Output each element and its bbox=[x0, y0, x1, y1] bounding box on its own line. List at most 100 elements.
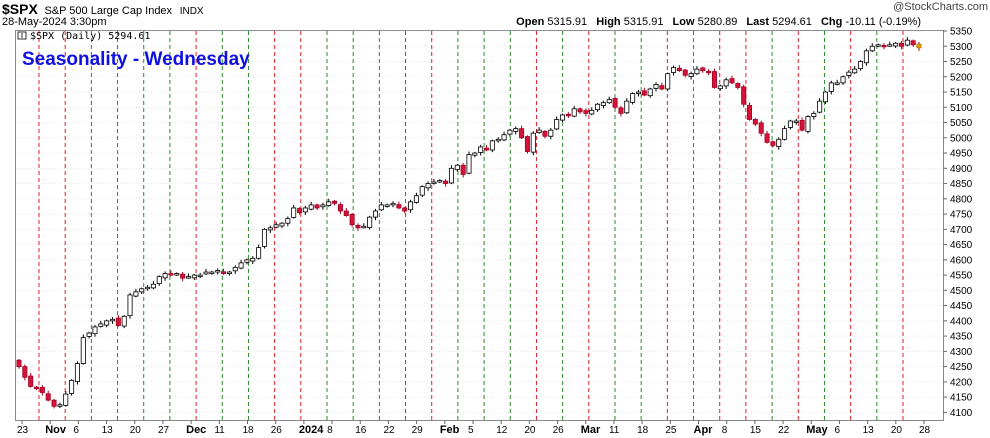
candle-body bbox=[618, 107, 624, 114]
candle-body bbox=[326, 201, 332, 206]
y-tick-label: 5300 bbox=[950, 42, 973, 53]
y-tick-label: 4300 bbox=[950, 347, 973, 358]
candle-body bbox=[261, 228, 267, 247]
candle-body bbox=[536, 129, 542, 133]
x-tick-label: 25 bbox=[665, 425, 677, 436]
candle-body bbox=[875, 44, 881, 47]
candle-body bbox=[595, 103, 601, 111]
candle-body bbox=[104, 320, 110, 326]
x-tick-label: 22 bbox=[778, 425, 790, 436]
candle-body bbox=[215, 270, 221, 273]
y-tick-label: 5250 bbox=[950, 57, 973, 68]
y-tick-label: 4100 bbox=[950, 408, 973, 419]
candle-body bbox=[384, 204, 390, 207]
candle-body bbox=[770, 141, 776, 146]
y-tick-label: 4850 bbox=[950, 179, 973, 190]
x-tick-label: Nov bbox=[45, 424, 67, 436]
y-tick-label: 5200 bbox=[950, 72, 973, 83]
candle-body bbox=[852, 68, 858, 74]
x-tick-label: Mar bbox=[581, 424, 601, 436]
candle-body bbox=[565, 113, 571, 117]
y-tick-label: 4650 bbox=[950, 240, 973, 251]
candle-body bbox=[367, 216, 373, 228]
candle-body bbox=[822, 91, 828, 103]
x-tick-label: 23 bbox=[17, 425, 29, 436]
candle-body bbox=[694, 68, 700, 75]
candle-body bbox=[898, 42, 904, 47]
x-tick-label: 26 bbox=[271, 425, 283, 436]
chart-title-line: $SPX S&P 500 Large Cap Index INDX bbox=[2, 1, 204, 17]
x-tick-label: 26 bbox=[553, 425, 565, 436]
candle-body bbox=[139, 288, 145, 293]
x-tick-label: 12 bbox=[496, 425, 508, 436]
candle-body bbox=[589, 109, 595, 115]
candle-body bbox=[513, 128, 519, 132]
x-tick-label: 20 bbox=[130, 425, 142, 436]
candle-body bbox=[80, 337, 86, 364]
x-tick-label: 28 bbox=[919, 425, 931, 436]
candle-body bbox=[893, 42, 899, 47]
candle-body bbox=[606, 99, 612, 104]
candle-body bbox=[647, 88, 653, 97]
wednesday-marker-lines bbox=[38, 31, 904, 420]
y-tick-label: 5100 bbox=[950, 103, 973, 114]
x-tick-label: 13 bbox=[102, 425, 114, 436]
candle-body bbox=[787, 120, 793, 128]
candle-body bbox=[577, 108, 583, 113]
candle-body bbox=[57, 404, 63, 407]
candle-body bbox=[372, 210, 378, 218]
candle-body bbox=[846, 71, 852, 76]
candle-body bbox=[74, 363, 80, 382]
candle-body bbox=[92, 326, 98, 335]
candle-body bbox=[156, 276, 162, 285]
security-name: S&P 500 Large Cap Index bbox=[44, 5, 173, 17]
candle-body bbox=[308, 204, 314, 210]
candle-body bbox=[86, 332, 92, 337]
candle-body bbox=[916, 43, 922, 49]
candle-body bbox=[115, 317, 121, 326]
open-label: Open bbox=[516, 16, 545, 28]
x-tick-label: 27 bbox=[158, 425, 170, 436]
candle-body bbox=[600, 102, 606, 106]
candle-body bbox=[203, 271, 209, 275]
candle-body bbox=[226, 271, 232, 274]
candle-body bbox=[145, 286, 151, 290]
y-tick-label: 4950 bbox=[950, 149, 973, 160]
candle-body bbox=[863, 50, 869, 64]
x-tick-label: 16 bbox=[355, 425, 367, 436]
low-value: 5280.89 bbox=[697, 16, 738, 28]
candle-body bbox=[881, 44, 887, 48]
candle-body bbox=[676, 67, 682, 72]
candle-body bbox=[69, 379, 75, 394]
candle-body bbox=[723, 79, 729, 87]
candle-body bbox=[285, 218, 291, 224]
candle-body bbox=[524, 136, 530, 152]
candle-body bbox=[682, 69, 688, 76]
candle-body bbox=[174, 273, 180, 276]
candle-body bbox=[858, 61, 864, 69]
x-tick-label: 5 bbox=[468, 425, 474, 436]
candle-body bbox=[460, 164, 466, 175]
y-tick-label: 4400 bbox=[950, 316, 973, 327]
overlay-title: Seasonality - Wednesday bbox=[22, 49, 250, 70]
candle-body bbox=[402, 207, 408, 212]
candle-body bbox=[221, 271, 227, 274]
candle-body bbox=[39, 386, 45, 393]
candle-body bbox=[355, 224, 361, 229]
candle-body bbox=[799, 119, 805, 131]
x-tick-label: 8 bbox=[327, 425, 333, 436]
y-tick-label: 4450 bbox=[950, 301, 973, 312]
candle-body bbox=[425, 183, 431, 189]
x-tick-label: 20 bbox=[891, 425, 903, 436]
candle-body bbox=[560, 114, 566, 121]
x-tick-label: 11 bbox=[214, 425, 225, 436]
candle-body bbox=[314, 204, 320, 209]
candle-body bbox=[185, 276, 191, 279]
watermark[interactable]: @StockCharts.com bbox=[893, 1, 988, 13]
candle-body bbox=[758, 122, 764, 134]
candle-body bbox=[752, 119, 758, 125]
candle-body bbox=[700, 67, 706, 72]
candle-body bbox=[466, 154, 472, 174]
candle-body bbox=[840, 76, 846, 84]
